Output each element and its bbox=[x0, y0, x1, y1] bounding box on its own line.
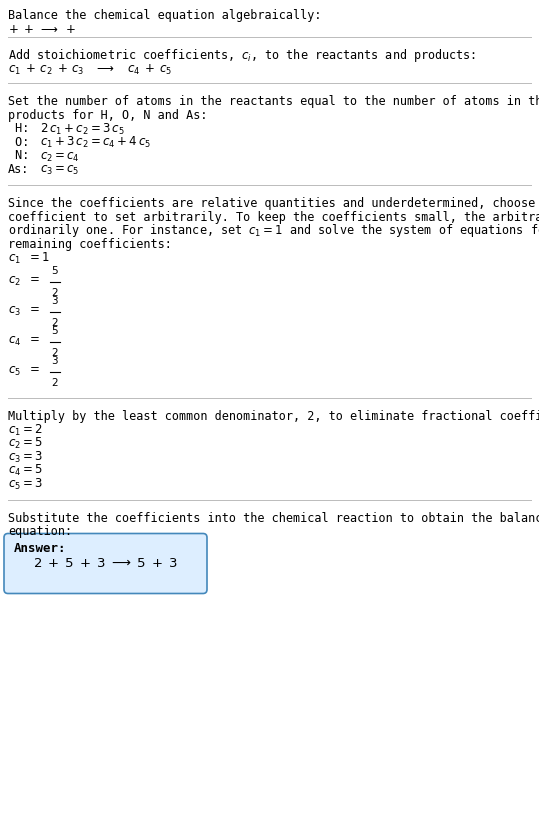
Text: $c_4$ $=$: $c_4$ $=$ bbox=[8, 335, 40, 348]
Text: $2$: $2$ bbox=[51, 346, 59, 359]
Text: Substitute the coefficients into the chemical reaction to obtain the balanced: Substitute the coefficients into the che… bbox=[8, 512, 539, 525]
Text: $2 \;+\; 5 \;+\; 3 \;\longrightarrow\; 5 \;+\; 3$: $2 \;+\; 5 \;+\; 3 \;\longrightarrow\; 5… bbox=[33, 557, 178, 570]
Text: $2$: $2$ bbox=[51, 376, 59, 389]
Text: $2$: $2$ bbox=[51, 317, 59, 329]
Text: $+ \;+\; \longrightarrow \;+$: $+ \;+\; \longrightarrow \;+$ bbox=[8, 23, 76, 36]
Text: $3$: $3$ bbox=[51, 294, 59, 307]
Text: $2$: $2$ bbox=[51, 287, 59, 298]
Text: $c_1 + 3\,c_2 = c_4 + 4\,c_5$: $c_1 + 3\,c_2 = c_4 + 4\,c_5$ bbox=[40, 135, 151, 150]
Text: H:: H: bbox=[8, 123, 29, 135]
Text: coefficient to set arbitrarily. To keep the coefficients small, the arbitrary va: coefficient to set arbitrarily. To keep … bbox=[8, 211, 539, 224]
Text: Set the number of atoms in the reactants equal to the number of atoms in the: Set the number of atoms in the reactants… bbox=[8, 95, 539, 109]
Text: $c_4 = 5$: $c_4 = 5$ bbox=[8, 463, 43, 478]
Text: N:: N: bbox=[8, 150, 29, 162]
Text: Balance the chemical equation algebraically:: Balance the chemical equation algebraica… bbox=[8, 9, 321, 23]
Text: $c_2$ $=$: $c_2$ $=$ bbox=[8, 275, 40, 288]
Text: As:: As: bbox=[8, 163, 29, 176]
Text: $c_5$ $=$: $c_5$ $=$ bbox=[8, 365, 40, 378]
Text: $5$: $5$ bbox=[51, 324, 59, 337]
Text: $c_3 = 3$: $c_3 = 3$ bbox=[8, 450, 43, 465]
Text: $c_1$ $= 1$: $c_1$ $= 1$ bbox=[8, 251, 50, 266]
Text: $c_2 = c_4$: $c_2 = c_4$ bbox=[40, 150, 80, 164]
Text: equation:: equation: bbox=[8, 526, 72, 538]
Text: Since the coefficients are relative quantities and underdetermined, choose a: Since the coefficients are relative quan… bbox=[8, 197, 539, 211]
Text: $3$: $3$ bbox=[51, 354, 59, 366]
Text: $2\,c_1 + c_2 = 3\,c_5$: $2\,c_1 + c_2 = 3\,c_5$ bbox=[40, 121, 125, 136]
Text: $c_3$ $=$: $c_3$ $=$ bbox=[8, 305, 40, 318]
Text: $5$: $5$ bbox=[51, 264, 59, 277]
Text: $c_3 = c_5$: $c_3 = c_5$ bbox=[40, 164, 79, 177]
Text: remaining coefficients:: remaining coefficients: bbox=[8, 238, 172, 251]
Text: $c_1 = 2$: $c_1 = 2$ bbox=[8, 422, 43, 437]
Text: $c_1 \;+\, c_2 \;+\, c_3 \quad\longrightarrow\quad c_4 \;+\, c_5$: $c_1 \;+\, c_2 \;+\, c_3 \quad\longright… bbox=[8, 63, 172, 77]
Text: Add stoichiometric coefficients, $c_i$, to the reactants and products:: Add stoichiometric coefficients, $c_i$, … bbox=[8, 48, 476, 64]
Text: $c_2 = 5$: $c_2 = 5$ bbox=[8, 436, 43, 451]
Text: Multiply by the least common denominator, 2, to eliminate fractional coefficient: Multiply by the least common denominator… bbox=[8, 410, 539, 423]
Text: O:: O: bbox=[8, 136, 29, 149]
Text: ordinarily one. For instance, set $c_1 = 1$ and solve the system of equations fo: ordinarily one. For instance, set $c_1 =… bbox=[8, 222, 539, 239]
FancyBboxPatch shape bbox=[4, 533, 207, 594]
Text: Answer:: Answer: bbox=[14, 542, 66, 554]
Text: $c_5 = 3$: $c_5 = 3$ bbox=[8, 477, 43, 492]
Text: products for H, O, N and As:: products for H, O, N and As: bbox=[8, 109, 208, 122]
